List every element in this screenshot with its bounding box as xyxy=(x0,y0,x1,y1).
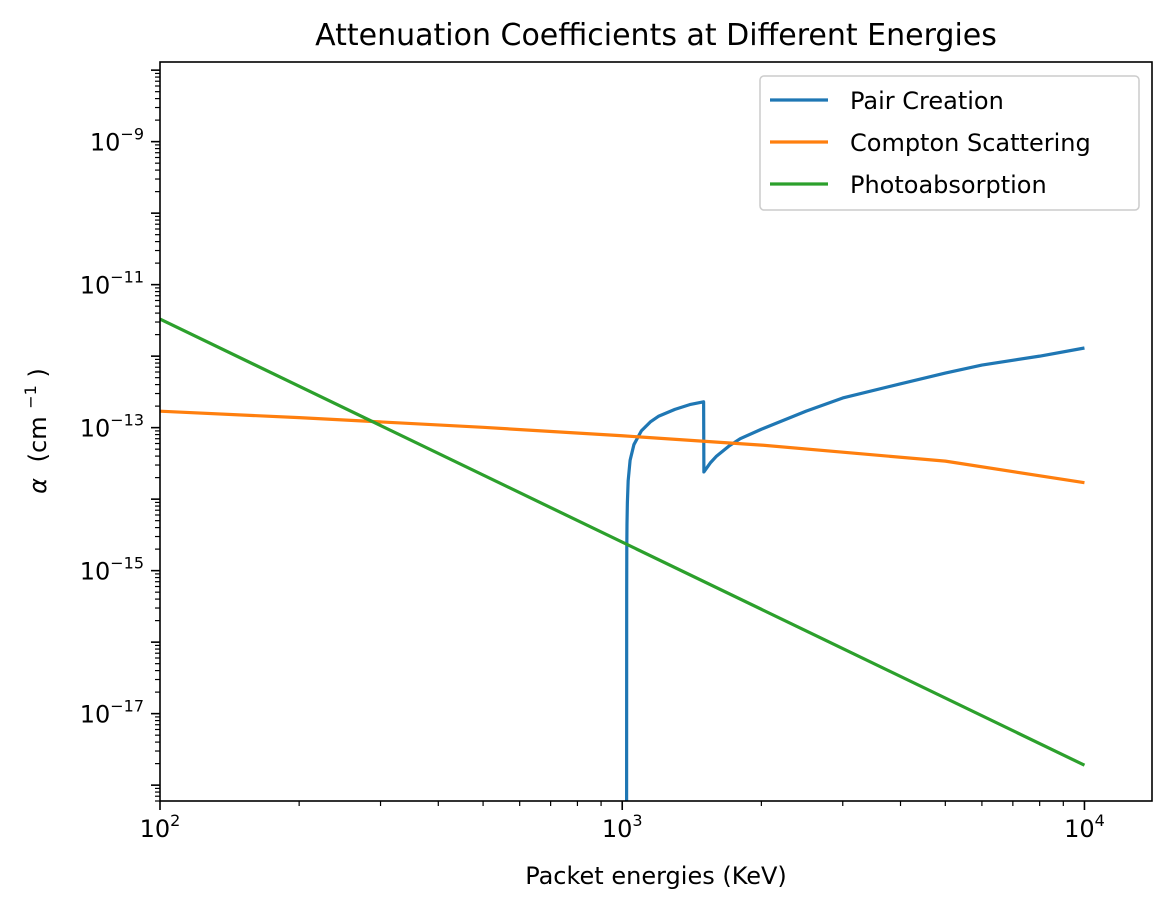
y-axis-label-unit-exp: −1 xyxy=(21,385,40,409)
y-tick-label: 10−11 xyxy=(80,268,144,300)
series-line-photoabsorption xyxy=(159,317,1086,767)
y-tick-label: 10−15 xyxy=(80,554,144,586)
legend-box xyxy=(759,75,1140,211)
y-axis-label-symbol: α xyxy=(24,478,52,494)
y-axis-label-unit: (cm xyxy=(24,416,52,462)
legend: Pair Creation Compton Scattering Photoabso… xyxy=(759,75,1140,211)
chart-title: Attenuation Coefficients at Different En… xyxy=(315,18,997,53)
legend-entries: Pair Creation Compton Scattering Photoabso… xyxy=(770,87,1091,199)
legend-label: Pair Creation xyxy=(850,87,1004,115)
y-axis-label: α (cm −1 ) xyxy=(14,368,52,494)
y-tick-label: 10−9 xyxy=(90,125,144,157)
legend-label: Photoabsorption xyxy=(850,171,1047,199)
y-tick-label: 10−13 xyxy=(80,411,144,443)
x-tick-label: 102 xyxy=(140,811,181,843)
y-tick-label: 10−17 xyxy=(80,697,144,729)
y-axis-ticks: 10−17 10−15 10−13 10−11 10−9 xyxy=(80,69,160,802)
x-tick-label: 103 xyxy=(602,811,643,843)
series-line-pair-creation xyxy=(624,346,1085,802)
plot-lines xyxy=(159,317,1086,802)
plot-frame xyxy=(159,61,1153,802)
x-axis-ticks: 102 103 104 xyxy=(140,801,1105,843)
series-line-compton-scattering xyxy=(159,409,1085,485)
x-axis-label: Packet energies (KeV) xyxy=(525,862,787,890)
y-axis-label-unit-close: ) xyxy=(24,368,52,377)
x-tick-label: 104 xyxy=(1064,811,1105,843)
legend-label: Compton Scattering xyxy=(850,129,1091,157)
